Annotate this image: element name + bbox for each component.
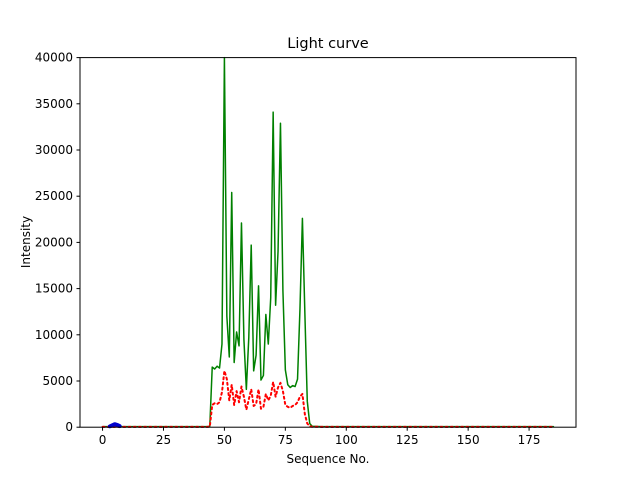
x-tick-label: 50 bbox=[217, 433, 232, 447]
y-tick-label: 0 bbox=[65, 420, 73, 434]
y-tick-label: 5000 bbox=[42, 374, 73, 388]
x-tick-label: 25 bbox=[156, 433, 171, 447]
y-tick-label: 35000 bbox=[35, 97, 73, 111]
x-tick-label: 0 bbox=[99, 433, 107, 447]
y-tick-label: 40000 bbox=[35, 51, 73, 65]
x-tick-label: 100 bbox=[335, 433, 358, 447]
y-tick-label: 10000 bbox=[35, 328, 73, 342]
y-axis-label: Intensity bbox=[19, 215, 33, 269]
red-dotted-curve bbox=[101, 369, 555, 428]
green-solid-curve bbox=[101, 56, 555, 428]
x-tick-label: 75 bbox=[278, 433, 293, 447]
x-axis-label: Sequence No. bbox=[286, 452, 370, 466]
axes-spines bbox=[79, 57, 577, 428]
blue-marker-curve bbox=[107, 422, 122, 429]
y-tick-label: 15000 bbox=[35, 282, 73, 296]
y-tick-label: 25000 bbox=[35, 189, 73, 203]
y-tick-label: 30000 bbox=[35, 143, 73, 157]
x-tick-label: 175 bbox=[518, 433, 541, 447]
x-tick-label: 125 bbox=[396, 433, 419, 447]
x-tick-label: 150 bbox=[457, 433, 480, 447]
y-tick-label: 20000 bbox=[35, 235, 73, 249]
chart-title: Light curve bbox=[287, 36, 369, 52]
